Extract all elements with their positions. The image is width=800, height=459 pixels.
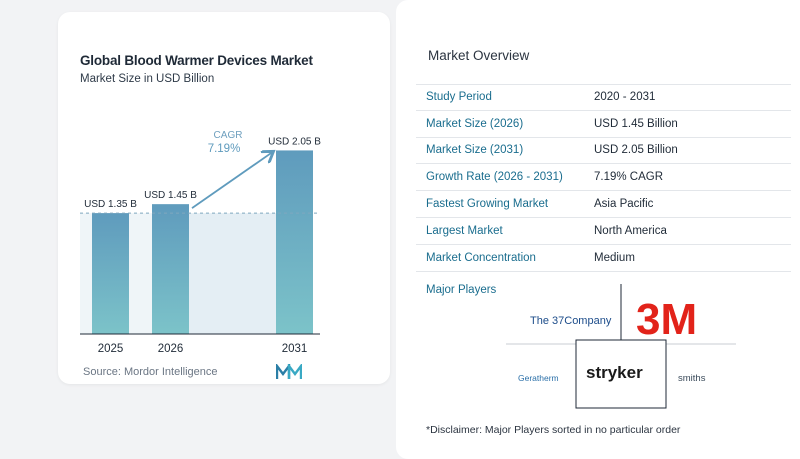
chart-title: Global Blood Warmer Devices Market: [80, 53, 313, 68]
data-label-2026: USD 1.45 B: [144, 190, 197, 201]
major-players-label: Major Players: [426, 284, 497, 296]
stats-value: North America: [594, 224, 667, 237]
mordor-logo-icon: [276, 364, 302, 379]
tick-label-2025: 2025: [98, 343, 124, 355]
player-logo-37company: The 37Company: [530, 315, 612, 327]
stats-table: Study Period 2020 - 2031 Market Size (20…: [416, 84, 791, 272]
stats-row: Market Concentration Medium: [416, 245, 791, 272]
chart-card: Global Blood Warmer Devices Market Marke…: [58, 12, 390, 384]
major-players-grid: The 37Company 3M Geratherm stryker smith…: [506, 284, 736, 409]
overview-title: Market Overview: [428, 48, 530, 63]
tick-label-2026: 2026: [158, 343, 184, 355]
stats-value: 2020 - 2031: [594, 91, 656, 104]
disclaimer: *Disclaimer: Major Players sorted in no …: [426, 424, 681, 436]
stats-label: Fastest Growing Market: [426, 198, 549, 211]
chart-subtitle: Market Size in USD Billion: [80, 73, 215, 85]
stats-value: USD 1.45 Billion: [594, 117, 678, 130]
stats-row: Growth Rate (2026 - 2031) 7.19% CAGR: [416, 164, 791, 192]
stats-label: Market Size (2026): [426, 117, 524, 130]
cagr-arrow: [191, 152, 272, 209]
stats-value: Asia Pacific: [594, 198, 654, 211]
player-logo-smiths: smiths: [678, 373, 706, 384]
tick-label-2031: 2031: [282, 343, 308, 355]
stats-row: Largest Market North America: [416, 218, 791, 245]
stats-value: Medium: [594, 251, 635, 264]
bar-2025: [92, 213, 129, 334]
bar-chart: USD 1.35 B 2025 USD 1.45 B 2026 USD 2.05 B 20…: [80, 130, 321, 355]
data-label-2025: USD 1.35 B: [84, 199, 137, 210]
stats-label: Market Size (2031): [426, 144, 524, 157]
player-logo-geratherm: Geratherm: [518, 373, 559, 383]
stats-value: 7.19% CAGR: [594, 171, 664, 184]
stats-row: Study Period 2020 - 2031: [416, 84, 791, 111]
player-logo-stryker: stryker: [586, 363, 643, 382]
stats-row: Fastest Growing Market Asia Pacific: [416, 191, 791, 218]
bar-2031: [276, 150, 313, 334]
stats-label: Growth Rate (2026 - 2031): [426, 171, 563, 184]
cagr-label: CAGR: [214, 130, 243, 141]
bar-2026: [152, 204, 189, 334]
source-text: Source: Mordor Intelligence: [83, 366, 218, 378]
overview-card: Market Overview Study Period 2020 - 2031…: [396, 0, 800, 459]
stats-row: Market Size (2026) USD 1.45 Billion: [416, 111, 791, 138]
growth-shade: [189, 213, 276, 334]
data-label-2031: USD 2.05 B: [268, 136, 321, 147]
stats-label: Study Period: [426, 91, 492, 104]
player-logo-3m: 3M: [636, 295, 697, 344]
stats-value: USD 2.05 Billion: [594, 144, 678, 157]
stats-row: Market Size (2031) USD 2.05 Billion: [416, 138, 791, 165]
cagr-value: 7.19%: [208, 143, 241, 155]
stats-label: Largest Market: [426, 224, 503, 237]
stats-label: Market Concentration: [426, 251, 536, 264]
